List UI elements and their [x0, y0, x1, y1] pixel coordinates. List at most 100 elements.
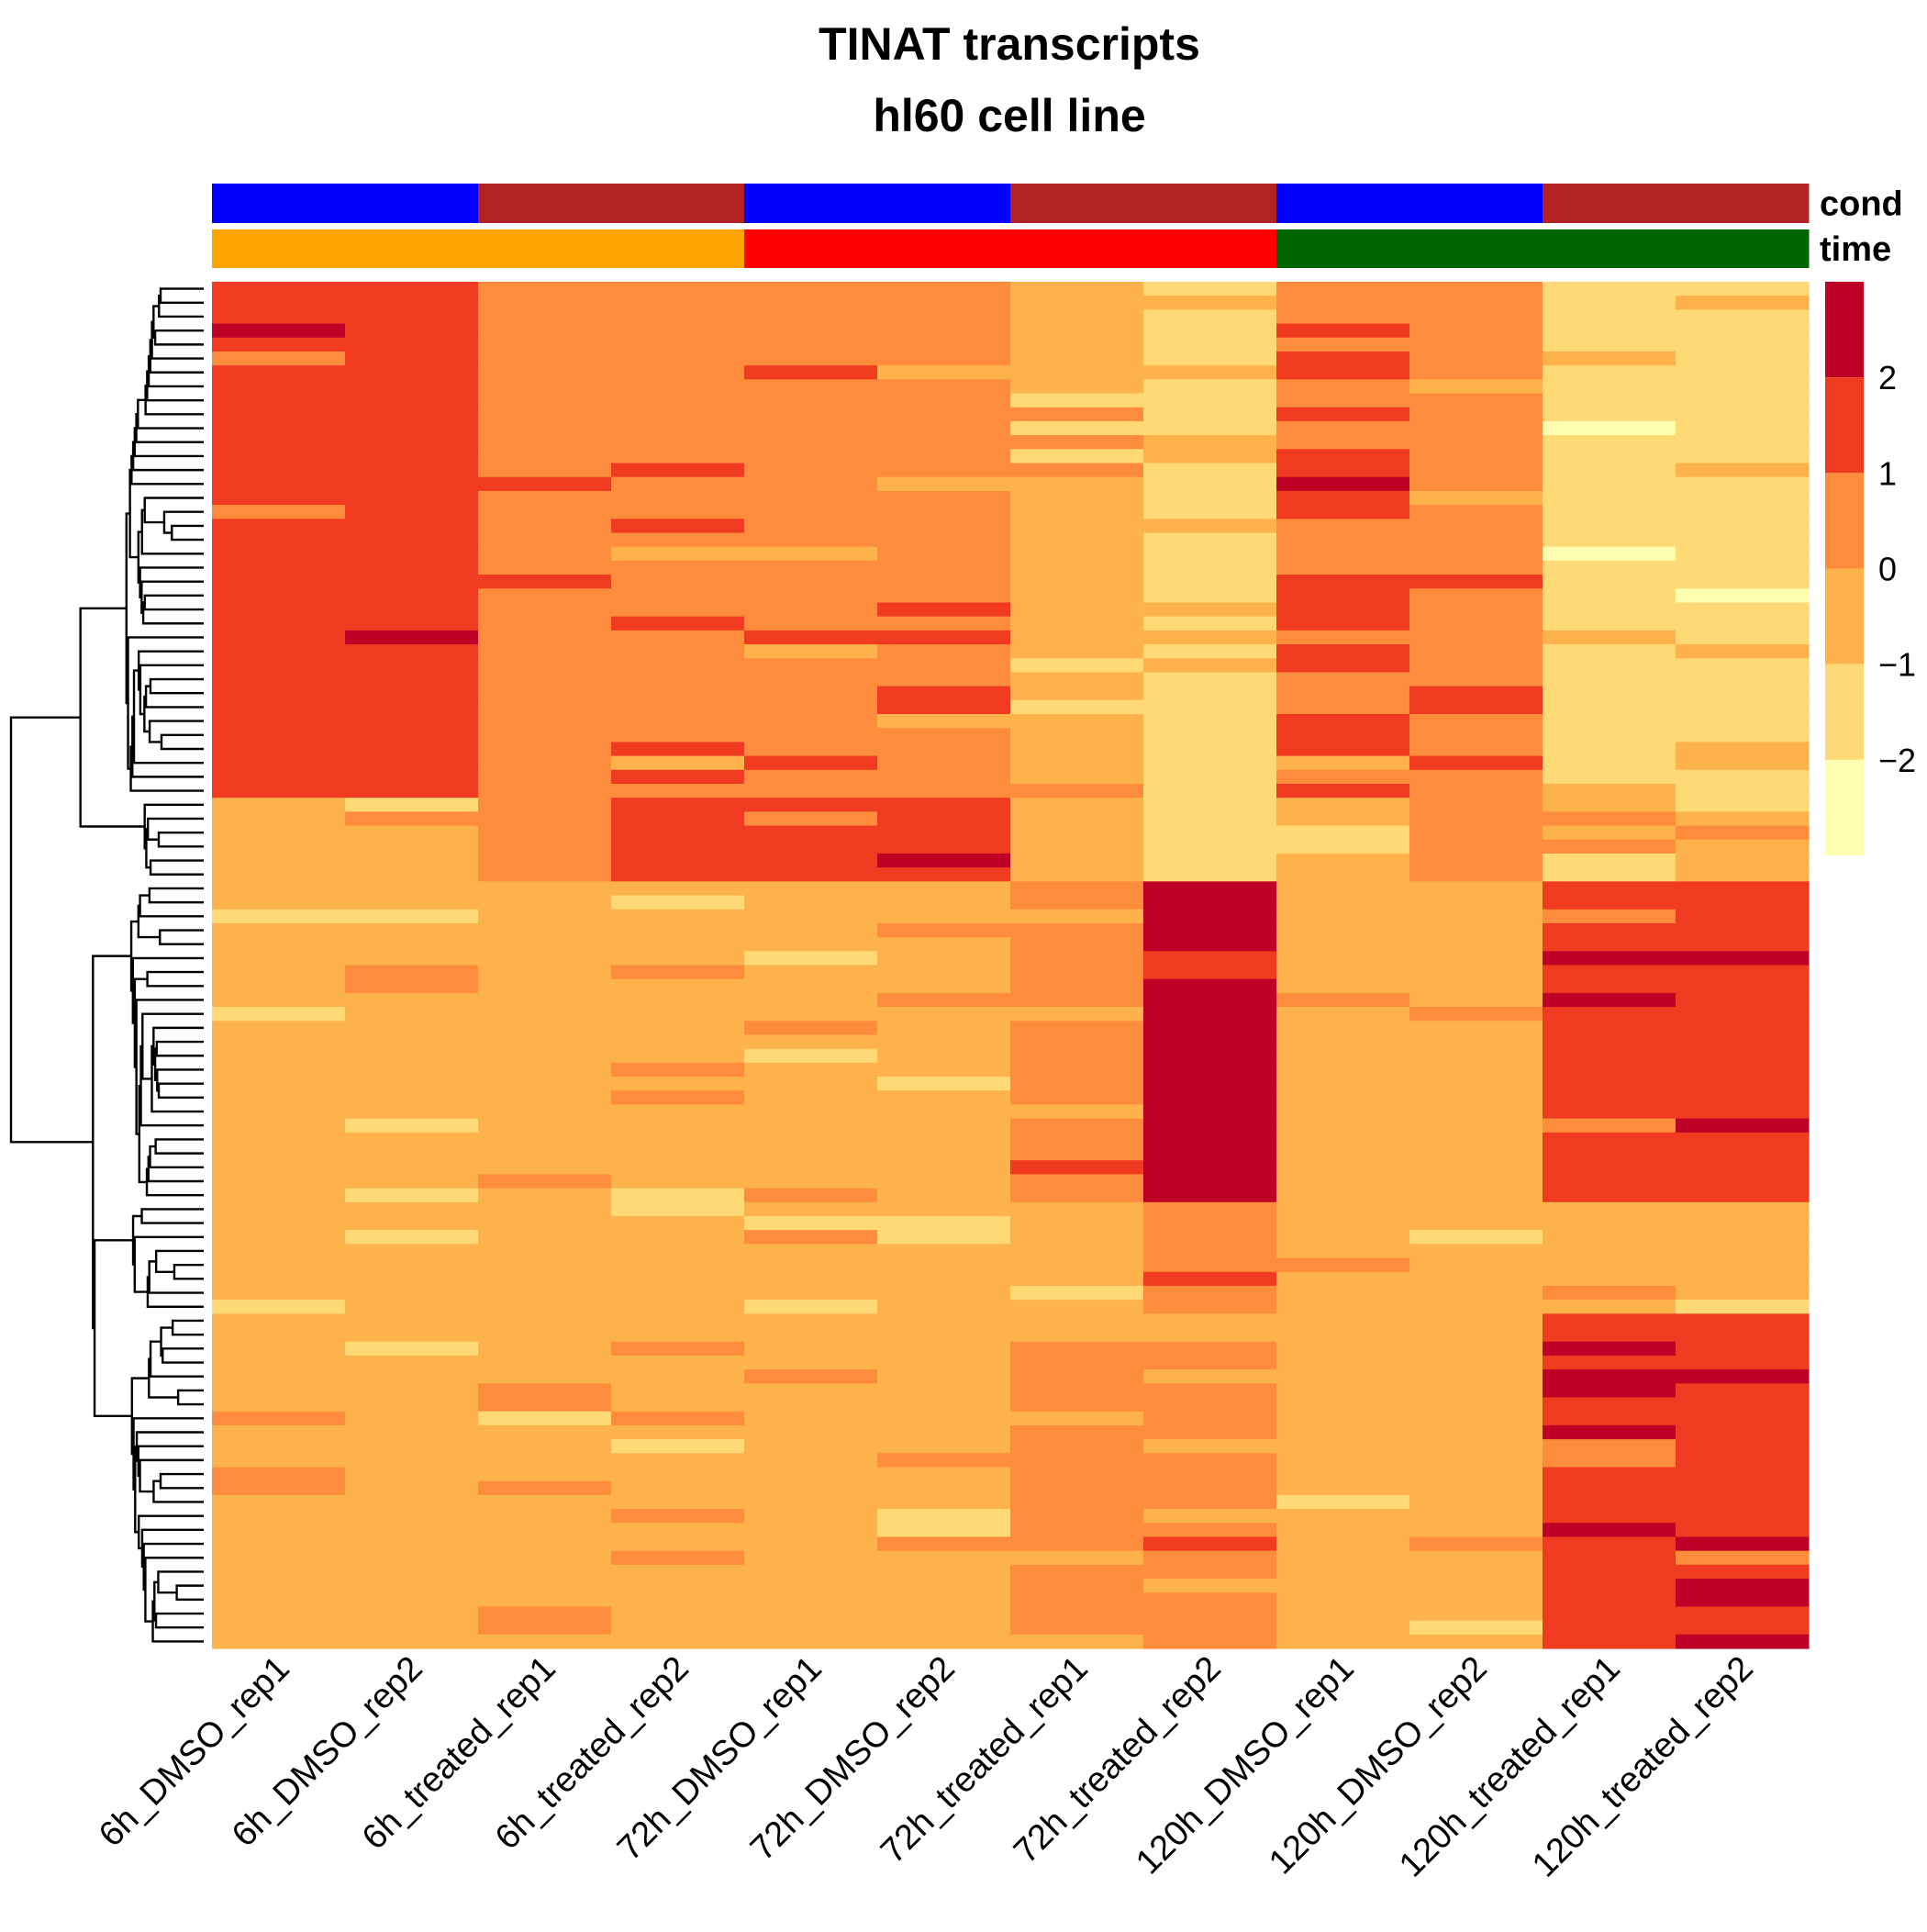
heatmap-cell	[1143, 1077, 1277, 1091]
dendrogram-branch	[157, 1570, 204, 1594]
heatmap-cell	[611, 365, 745, 380]
heatmap-cell	[1143, 1439, 1277, 1454]
heatmap-cell	[478, 1285, 612, 1301]
heatmap-cell	[877, 811, 1011, 827]
heatmap-cell	[1409, 951, 1543, 966]
heatmap-cell	[611, 393, 745, 408]
heatmap-cell	[1676, 1271, 1810, 1287]
heatmap-cell	[478, 1300, 612, 1314]
heatmap-cell	[1676, 1062, 1810, 1078]
heatmap-cell	[1010, 1536, 1144, 1552]
heatmap-cell	[1409, 1230, 1543, 1245]
heatmap-cell	[1276, 798, 1410, 812]
heatmap-cell	[877, 1494, 1011, 1510]
dendrogram-branch	[152, 1026, 204, 1066]
heatmap-cell	[1409, 728, 1543, 743]
heatmap-cell	[345, 867, 479, 882]
heatmap-cell	[1543, 1411, 1676, 1426]
heatmap-cell	[1143, 365, 1277, 380]
heatmap-cell	[1543, 1271, 1676, 1287]
dendrogram-branch	[139, 894, 204, 918]
heatmap-cell	[1010, 365, 1144, 380]
legend-tick-label: 0	[1878, 551, 1897, 588]
heatmap-cell	[1409, 937, 1543, 952]
heatmap-cell	[1409, 435, 1543, 450]
heatmap-cell	[1143, 1467, 1277, 1482]
heatmap-cell	[345, 798, 479, 812]
heatmap-cell	[1409, 519, 1543, 534]
heatmap-cell	[1276, 505, 1410, 519]
heatmap-cell	[212, 379, 346, 395]
annotation-time-0	[212, 229, 346, 268]
heatmap-cell	[1010, 922, 1144, 938]
heatmap-cell	[1143, 769, 1277, 785]
heatmap-cell	[212, 519, 346, 534]
heatmap-cell	[1543, 909, 1676, 924]
heatmap-cell	[1010, 755, 1144, 771]
heatmap-cell	[744, 783, 878, 798]
heatmap-cell	[611, 1285, 745, 1301]
heatmap-cell	[1010, 463, 1144, 478]
heatmap-cell	[744, 323, 878, 339]
heatmap-cell	[1143, 672, 1277, 687]
heatmap-cell	[877, 1257, 1011, 1273]
heatmap-cell	[1409, 1132, 1543, 1147]
heatmap-cell	[212, 1313, 346, 1329]
heatmap-cell	[877, 699, 1011, 715]
heatmap-cell	[611, 755, 745, 771]
heatmap-cell	[1276, 616, 1410, 631]
heatmap-cell	[1143, 1160, 1277, 1176]
heatmap-cell	[345, 407, 479, 422]
heatmap-cell	[1276, 1634, 1410, 1649]
heatmap-cell	[877, 1021, 1011, 1036]
heatmap-cell	[345, 519, 479, 534]
heatmap-cell	[1543, 1201, 1676, 1217]
heatmap-cell	[1010, 588, 1144, 604]
heatmap-cell	[345, 965, 479, 980]
heatmap-cell	[1276, 1090, 1410, 1106]
heatmap-cell	[478, 1048, 612, 1064]
heatmap-cell	[1543, 1467, 1676, 1482]
heatmap-cell	[611, 1118, 745, 1134]
heatmap-cell	[1676, 742, 1810, 757]
heatmap-cell	[1276, 1341, 1410, 1357]
heatmap-cell	[1676, 1424, 1810, 1440]
heatmap-cell	[1143, 1271, 1277, 1287]
heatmap-cell	[1143, 630, 1277, 645]
color-legend: 2 1 0 −1 −2	[1825, 282, 1916, 855]
heatmap-cell	[478, 1480, 612, 1496]
heatmap-cell	[1409, 1048, 1543, 1064]
heatmap-cell	[1143, 1244, 1277, 1259]
dendrogram-branch	[137, 398, 204, 430]
heatmap-cell	[212, 560, 346, 575]
heatmap-cell	[1143, 1579, 1277, 1593]
heatmap-cell	[744, 1424, 878, 1440]
heatmap-cell	[1409, 1411, 1543, 1426]
dendrogram-branch	[154, 1249, 204, 1273]
heatmap-cell	[1676, 1327, 1810, 1343]
heatmap-cell	[478, 1634, 612, 1649]
annotation-time-2	[478, 229, 612, 268]
heatmap-cell	[1543, 616, 1676, 631]
heatmap-cell	[1276, 1146, 1410, 1161]
heatmap-cell	[212, 1550, 346, 1566]
heatmap-cell	[345, 853, 479, 868]
heatmap-cell	[345, 393, 479, 408]
heatmap-cell	[1143, 951, 1277, 966]
heatmap-cell	[345, 672, 479, 687]
heatmap-cell	[1010, 686, 1144, 701]
heatmap-cell	[1143, 1327, 1277, 1343]
heatmap-cell	[877, 1062, 1011, 1078]
heatmap-cell	[611, 1077, 745, 1091]
heatmap-cell	[611, 560, 745, 575]
heatmap-cell	[744, 965, 878, 980]
heatmap-cell	[877, 1285, 1011, 1301]
heatmap-cell	[1409, 1564, 1543, 1580]
heatmap-cell	[345, 811, 479, 827]
heatmap-cell	[478, 1523, 612, 1538]
heatmap-cell	[611, 1090, 745, 1106]
heatmap-cell	[877, 435, 1011, 450]
heatmap-cell	[212, 1174, 346, 1189]
heatmap-cell	[1676, 407, 1810, 422]
heatmap-cell	[1276, 853, 1410, 868]
